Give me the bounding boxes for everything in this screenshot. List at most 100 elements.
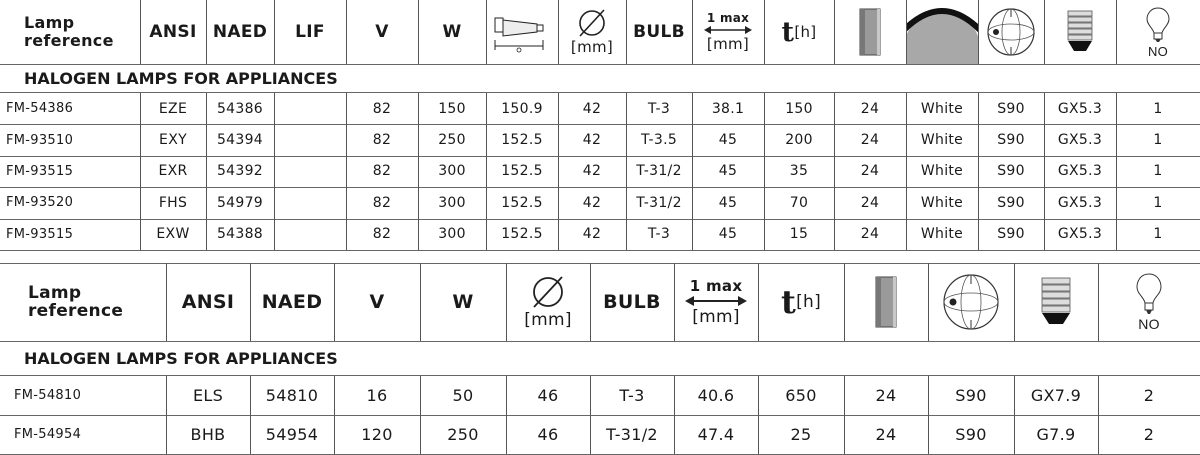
header-ansi: ANSI (181, 291, 235, 313)
cell-base: GX7.9 (1030, 386, 1082, 405)
cell-reference: FM-54954 (14, 427, 82, 442)
cell-reference: FM-54386 (6, 101, 74, 117)
cell-color-temp: 24 (875, 386, 897, 405)
beam-pattern-icon (928, 263, 1014, 341)
header-naed: NAED (261, 291, 323, 313)
cell-color-temp: 24 (860, 100, 880, 117)
cell-naed: 54954 (265, 425, 319, 444)
header-naed: NAED (212, 22, 268, 42)
lamp-table-2: Lamp reference ANSI NAED V W [mm] BULB 1… (0, 263, 1200, 455)
cell-naed: 54394 (216, 132, 264, 149)
cell-max-length: 45 (718, 132, 738, 149)
cell-quantity: 2 (1143, 386, 1155, 405)
finish-icon (906, 0, 978, 64)
table-row: FM-54810 ELS 54810 16 50 46 T-3 40.6 650 24 S90 GX7… (0, 376, 1200, 415)
header-v: V (369, 291, 385, 313)
header-lamp-reference: Lamp reference (24, 13, 114, 50)
cell-ansi: FHS (158, 194, 188, 211)
cell-volts: 16 (366, 386, 388, 405)
cell-color-temp: 24 (875, 425, 897, 444)
cell-diameter: 42 (582, 100, 602, 117)
cell-diameter: 42 (582, 132, 602, 149)
cell-ansi: EXY (159, 132, 187, 149)
cell-ansi: EXR (158, 163, 188, 180)
no-label: NO (1138, 316, 1160, 332)
cell-lif (274, 219, 346, 250)
header-life-hours: t [h] (758, 263, 844, 341)
cell-bulb: T-31/2 (636, 194, 682, 211)
cell-volts: 82 (372, 100, 392, 117)
cell-length: 150.9 (501, 100, 543, 117)
cell-ansi: ELS (192, 386, 224, 405)
cell-naed: 54392 (216, 163, 264, 180)
double-arrow-icon (685, 296, 747, 306)
cell-length: 152.5 (501, 226, 543, 243)
life-t-symbol: t (780, 283, 797, 321)
cell-base: GX5.3 (1057, 194, 1103, 211)
cell-max-length: 45 (718, 194, 738, 211)
cell-bulb: T-3 (647, 100, 671, 117)
cell-base: GX5.3 (1057, 226, 1103, 243)
cell-max-length: 38.1 (711, 100, 745, 117)
cell-reference: FM-93515 (6, 226, 74, 242)
header-quantity: NO (1098, 263, 1200, 341)
cell-ansi: EZE (158, 100, 188, 117)
cell-finish: White (920, 226, 964, 243)
lamp-length-diagram-icon (486, 0, 558, 64)
cell-base: G7.9 (1036, 425, 1076, 444)
cell-base: GX5.3 (1057, 100, 1103, 117)
cell-bulb: T-31/2 (606, 425, 658, 444)
cell-life: 25 (790, 425, 812, 444)
cell-bulb: T-3 (619, 386, 645, 405)
cell-base: GX5.3 (1057, 132, 1103, 149)
cell-max-length: 47.4 (697, 425, 735, 444)
cell-beam: S90 (997, 194, 1025, 211)
cell-volts: 120 (361, 425, 393, 444)
cell-ansi: BHB (190, 425, 226, 444)
cell-beam: S90 (997, 226, 1025, 243)
header-diameter: [mm] (558, 0, 626, 64)
light-bulb-icon (1146, 6, 1170, 42)
cell-watts: 250 (447, 425, 479, 444)
cell-beam: S90 (997, 132, 1025, 149)
cell-volts: 82 (372, 226, 392, 243)
header-life-hours: t [h] (764, 0, 834, 64)
max-top-label: 1 max (689, 277, 743, 295)
cell-quantity: 1 (1153, 163, 1163, 180)
cell-bulb: T-3.5 (640, 132, 678, 149)
table-2-header-row: Lamp reference ANSI NAED V W [mm] BULB 1… (0, 263, 1200, 341)
header-bulb: BULB (633, 22, 685, 42)
header-w: W (452, 291, 474, 313)
header-ansi: ANSI (149, 22, 197, 42)
life-t-symbol: t (781, 16, 795, 48)
cell-quantity: 1 (1153, 132, 1163, 149)
max-top-label: 1 max (706, 11, 750, 25)
table-row: FM-54386 EZE 54386 82 150 150.9 42 T-3 38.1 150 24… (0, 93, 1200, 125)
cell-finish: White (920, 194, 964, 211)
cell-bulb: T-3 (647, 226, 671, 243)
table-row: FM-93510 EXY 54394 82 250 152.5 42 T-3.5 45 200 24… (0, 124, 1200, 156)
cell-length: 152.5 (501, 163, 543, 180)
table-2-section-title: HALOGEN LAMPS FOR APPLIANCES (24, 348, 338, 368)
no-label: NO (1147, 43, 1169, 59)
cell-watts: 250 (438, 132, 466, 149)
cell-beam: S90 (955, 386, 987, 405)
color-temperature-icon (834, 0, 906, 64)
header-bulb: BULB (603, 291, 661, 313)
cell-watts: 150 (438, 100, 466, 117)
max-unit: [mm] (706, 35, 750, 53)
cell-diameter: 46 (537, 386, 559, 405)
cell-naed: 54386 (216, 100, 264, 117)
diameter-icon (579, 9, 605, 37)
light-bulb-icon (1136, 273, 1162, 314)
cell-reference: FM-93515 (6, 163, 74, 179)
cell-base: GX5.3 (1057, 163, 1103, 180)
cell-length: 152.5 (501, 132, 543, 149)
cell-reference: FM-93510 (6, 132, 74, 148)
max-unit: [mm] (692, 307, 740, 327)
header-max-length: 1 max [mm] (692, 0, 764, 64)
cell-watts: 300 (438, 163, 466, 180)
header-w: W (442, 22, 462, 42)
header-diameter: [mm] (506, 263, 590, 341)
cell-max-length: 45 (718, 226, 738, 243)
